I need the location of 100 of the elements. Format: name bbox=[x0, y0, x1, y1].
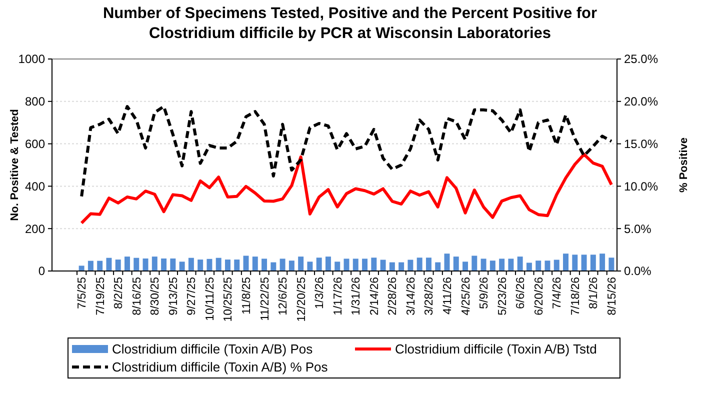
bar bbox=[142, 258, 148, 271]
bar bbox=[408, 260, 414, 271]
y-tick-label: 1000 bbox=[18, 52, 46, 66]
x-tick-label: 8/30/25 bbox=[150, 277, 162, 316]
bar bbox=[88, 260, 94, 271]
bar bbox=[188, 258, 194, 271]
bar bbox=[134, 258, 140, 271]
bar bbox=[152, 256, 158, 271]
bar bbox=[325, 256, 331, 271]
x-tick-label: 8/1/26 bbox=[588, 277, 600, 309]
bar bbox=[198, 260, 204, 271]
x-tick-label: 9/13/25 bbox=[168, 277, 180, 316]
bar bbox=[581, 254, 587, 271]
bar bbox=[124, 256, 130, 271]
bar bbox=[170, 258, 176, 271]
x-tick-label: 3/28/26 bbox=[424, 277, 436, 316]
bar bbox=[608, 258, 614, 271]
x-tick-label: 5/23/26 bbox=[496, 277, 509, 316]
x-tick-label: 6/20/26 bbox=[533, 277, 546, 316]
legend-label: Clostridium difficile (Toxin A/B) % Pos bbox=[112, 360, 328, 375]
bar bbox=[243, 256, 249, 271]
x-tick-label: 2/28/26 bbox=[387, 277, 400, 316]
line-series bbox=[80, 152, 613, 225]
x-tick-label: 7/5/25 bbox=[76, 277, 89, 309]
bar bbox=[224, 260, 230, 271]
x-tick-label: 7/19/25 bbox=[94, 277, 107, 316]
bar bbox=[462, 262, 468, 271]
bar bbox=[426, 258, 432, 271]
bar bbox=[270, 262, 276, 271]
bar bbox=[416, 258, 422, 271]
x-tick-label: 9/27/25 bbox=[186, 277, 198, 316]
x-tick-label: 6/6/26 bbox=[515, 277, 528, 309]
x-tick-label: 12/6/25 bbox=[278, 277, 290, 316]
bar bbox=[526, 262, 532, 271]
y-tick-label: 0 bbox=[38, 264, 46, 278]
bar bbox=[590, 254, 596, 271]
x-tick-label: 1/31/26 bbox=[350, 277, 363, 316]
bar bbox=[499, 258, 505, 271]
bar bbox=[572, 254, 578, 271]
x-tick-label: 12/20/25 bbox=[296, 277, 308, 322]
bar bbox=[334, 262, 340, 271]
y2-tick-label: 0.0% bbox=[624, 264, 652, 278]
bar bbox=[106, 258, 112, 271]
x-tick-label: 7/4/26 bbox=[552, 277, 564, 309]
x-tick-label: 11/8/25 bbox=[241, 277, 254, 315]
bar bbox=[280, 258, 286, 271]
y-tick-label: 800 bbox=[24, 94, 46, 109]
y2-tick-label: 15.0% bbox=[624, 137, 658, 151]
x-tick-label: 10/25/25 bbox=[222, 277, 235, 322]
bar bbox=[179, 262, 185, 271]
x-tick-label: 4/25/26 bbox=[460, 277, 472, 316]
bar bbox=[389, 262, 395, 271]
bar bbox=[115, 260, 121, 271]
bar bbox=[380, 260, 386, 271]
x-tick-label: 8/2/25 bbox=[113, 277, 126, 309]
bar bbox=[316, 258, 322, 271]
x-tick-label: 4/11/26 bbox=[442, 277, 454, 315]
y2-tick-label: 10.0% bbox=[624, 179, 658, 194]
x-tick-label: 11/22/25 bbox=[259, 277, 272, 321]
bar bbox=[480, 258, 486, 271]
bar bbox=[435, 262, 441, 271]
y2-tick-label: 5.0% bbox=[624, 222, 652, 236]
bar bbox=[544, 260, 550, 271]
bar bbox=[472, 256, 478, 271]
x-tick-label: 2/14/26 bbox=[368, 277, 381, 316]
bar bbox=[398, 262, 404, 271]
bar bbox=[352, 258, 358, 271]
y-tick-label: 200 bbox=[24, 222, 46, 236]
bar bbox=[298, 256, 304, 271]
bar bbox=[234, 260, 240, 271]
x-tick-label: 8/15/26 bbox=[606, 277, 618, 316]
legend-label: Clostridium difficile (Toxin A/B) Tstd bbox=[395, 342, 597, 357]
bar bbox=[362, 258, 368, 271]
bar bbox=[536, 260, 542, 271]
bar bbox=[252, 256, 258, 271]
chart-title: Number of Specimens Tested, Positive and the Percent Positive for Clostridium difficile by PCR at Wisconsin Laboratories bbox=[102, 4, 598, 44]
y-tick-label: 600 bbox=[24, 137, 46, 151]
x-tick-label: 3/14/26 bbox=[405, 277, 418, 316]
bar bbox=[206, 258, 212, 271]
bar bbox=[554, 260, 560, 271]
x-tick-label: 7/18/26 bbox=[570, 277, 582, 316]
x-tick-label: 1/17/26 bbox=[332, 277, 344, 316]
line-series bbox=[80, 104, 613, 198]
legend-label: Clostridium difficile (Toxin A/B) Pos bbox=[112, 342, 314, 357]
x-tick-label: 1/3/26 bbox=[314, 277, 326, 309]
bar bbox=[371, 258, 377, 271]
bar bbox=[508, 258, 514, 271]
bar bbox=[78, 266, 84, 271]
bar bbox=[453, 256, 459, 271]
bar bbox=[97, 260, 103, 271]
bar bbox=[161, 258, 167, 271]
y-axis-title: No. Positive & Tested bbox=[9, 109, 21, 221]
bar bbox=[262, 258, 268, 271]
bar bbox=[600, 254, 606, 271]
bar bbox=[288, 260, 294, 271]
y2-tick-label: 25.0% bbox=[624, 52, 658, 66]
y-tick-label: 400 bbox=[24, 179, 46, 194]
x-tick-label: 8/16/25 bbox=[131, 277, 144, 316]
bar bbox=[490, 260, 496, 271]
bar bbox=[517, 256, 523, 271]
